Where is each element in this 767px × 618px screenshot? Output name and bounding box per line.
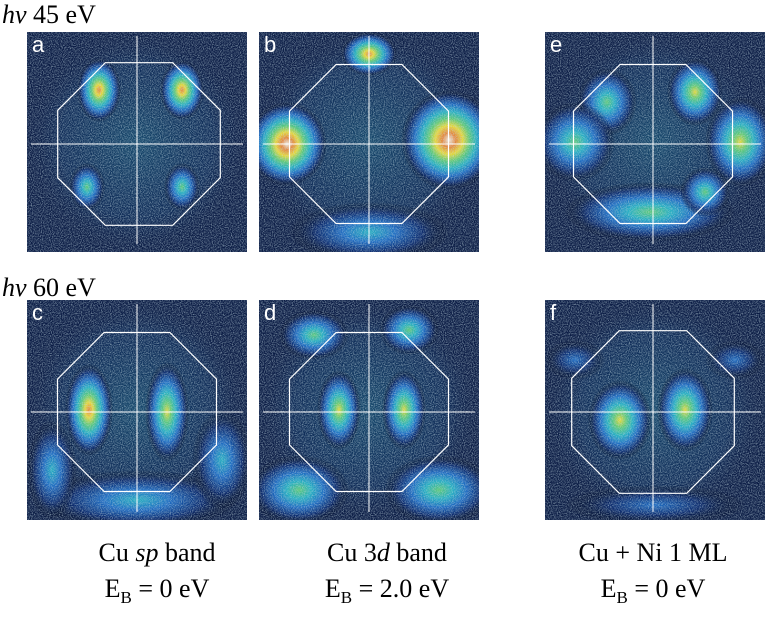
row-label-60ev: hν 60 eV (2, 275, 96, 301)
panel-e: e (545, 32, 765, 252)
photon-energy-value: 60 eV (33, 273, 96, 302)
binding-energy: EB = 0 eV (104, 574, 210, 608)
intensity-map (259, 300, 479, 520)
photon-energy-symbol: hν (2, 273, 27, 302)
caption-title: Cu 3d band (327, 538, 447, 567)
photon-energy-value: 45 eV (33, 0, 96, 29)
panel-c: c (27, 300, 247, 520)
intensity-map (27, 300, 247, 520)
panel-f: f (545, 300, 765, 520)
brillouin-zone-outline (288, 63, 450, 225)
caption-cu-3d: Cu 3d band EB = 2.0 eV (272, 538, 502, 608)
photon-energy-symbol: hν (2, 0, 27, 29)
intensity-map (545, 300, 765, 520)
panel-label: f (550, 300, 557, 325)
binding-energy: EB = 2.0 eV (324, 574, 450, 608)
caption-title: Cu + Ni 1 ML (578, 538, 728, 567)
panel-d: d (259, 300, 479, 520)
binding-energy: EB = 0 eV (600, 574, 706, 608)
brillouin-zone-outline (571, 330, 735, 494)
panel-label: c (32, 300, 43, 325)
panel-label: b (264, 32, 277, 57)
panel-label: e (550, 32, 563, 57)
caption-title: Cu sp band (98, 538, 216, 567)
brillouin-zone-outline (56, 331, 218, 493)
panel-label: d (264, 300, 277, 325)
intensity-map (545, 32, 765, 252)
noise-texture (545, 300, 765, 520)
noise-texture (545, 32, 765, 252)
caption-cu-sp: Cu sp band EB = 0 eV (42, 538, 272, 608)
panel-a: a (27, 32, 247, 252)
caption-cu-ni: Cu + Ni 1 ML EB = 0 eV (538, 538, 767, 608)
panel-label: a (32, 32, 45, 57)
panel-b: b (259, 32, 479, 252)
intensity-map (259, 32, 479, 252)
brillouin-zone-outline (57, 62, 221, 226)
brillouin-zone-outline (288, 331, 450, 493)
row-label-45ev: hν 45 eV (2, 2, 96, 28)
intensity-map (27, 32, 247, 252)
brillouin-zone-outline (572, 63, 734, 225)
